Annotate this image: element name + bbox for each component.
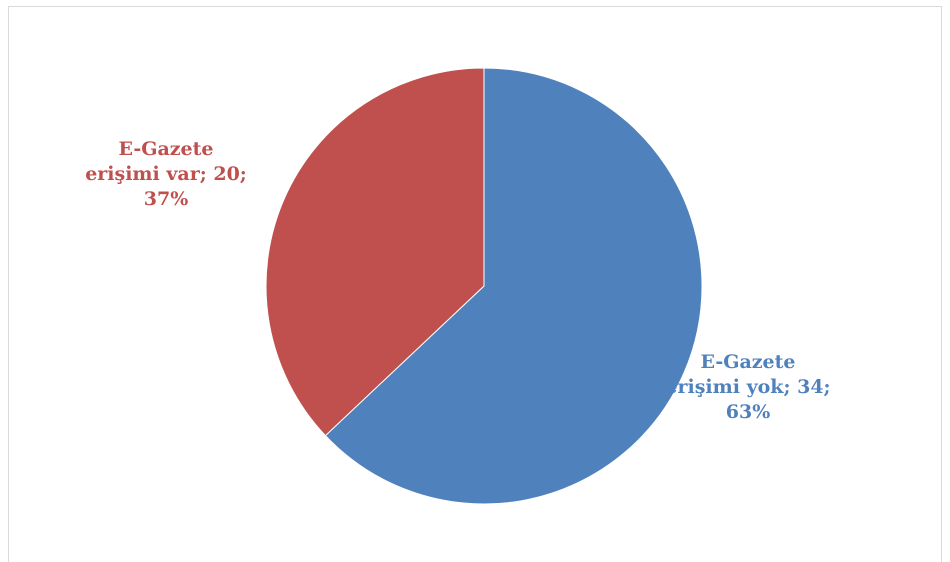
label-line-1: E-Gazete — [118, 138, 214, 160]
label-line-2: erişimi var; 20; — [85, 163, 247, 185]
pie-slice-erisimi-var — [265, 67, 485, 437]
label-line-1: E-Gazete — [700, 351, 796, 373]
pie-slice-erisimi-yok — [324, 67, 703, 505]
label-line-3: 37% — [143, 188, 189, 210]
label-line-3: 63% — [725, 401, 771, 423]
data-label-erisimi-var: E-Gazete erişimi var; 20; 37% — [56, 137, 276, 212]
data-label-erisimi-yok: E-Gazete erişimi yok; 34; 63% — [638, 350, 858, 425]
label-line-2: erişimi yok; 34; — [665, 376, 831, 398]
